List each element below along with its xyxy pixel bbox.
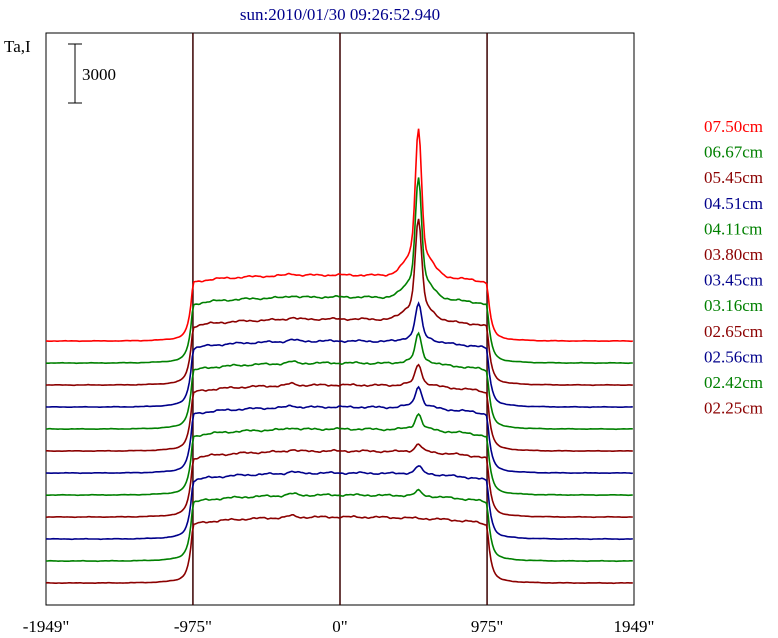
x-tick-label-3: 975" — [471, 617, 503, 636]
series-line-02.56cm — [46, 465, 633, 541]
legend: 07.50cm 06.67cm 05.45cm 04.51cm 04.11cm 03.80… — [704, 117, 763, 418]
series-line-06.67cm — [46, 177, 633, 365]
legend-entry-6: 03.45cm — [704, 271, 763, 290]
series-line-02.65cm — [45, 443, 633, 519]
x-tick-label-4: 1949" — [614, 617, 655, 636]
series-line-02.25cm — [45, 514, 633, 585]
series-line-03.80cm — [46, 363, 633, 453]
series-group — [45, 128, 633, 585]
series-line-05.45cm — [45, 218, 633, 387]
series-line-02.42cm — [46, 488, 633, 563]
legend-entry-3: 04.51cm — [704, 194, 763, 213]
legend-entry-1: 06.67cm — [704, 143, 763, 162]
x-tick-label-0: -1949" — [23, 617, 70, 636]
scale-bar-label: 3000 — [82, 65, 116, 84]
legend-entry-5: 03.80cm — [704, 245, 763, 264]
series-line-03.45cm — [45, 385, 633, 475]
legend-entry-7: 03.16cm — [704, 296, 763, 315]
legend-entry-8: 02.65cm — [704, 322, 763, 341]
legend-entry-4: 04.11cm — [704, 219, 762, 238]
legend-entry-10: 02.42cm — [704, 373, 763, 392]
legend-entry-11: 02.25cm — [704, 399, 763, 418]
y-axis-label: Ta,I — [4, 37, 31, 56]
legend-entry-9: 02.56cm — [704, 347, 763, 366]
series-line-03.16cm — [46, 412, 633, 497]
legend-entry-2: 05.45cm — [704, 168, 763, 187]
series-line-04.51cm — [45, 301, 633, 409]
legend-entry-0: 07.50cm — [704, 117, 763, 136]
scale-bar: 3000 — [68, 43, 116, 104]
x-tick-label-2: 0" — [332, 617, 347, 636]
series-line-04.11cm — [45, 331, 633, 431]
series-line-07.50cm — [46, 128, 633, 343]
chart-title: sun:2010/01/30 09:26:52.940 — [240, 5, 440, 24]
x-tick-label-1: -975" — [174, 617, 212, 636]
x-tick-labels: -1949" -975" 0" 975" 1949" — [23, 617, 655, 636]
